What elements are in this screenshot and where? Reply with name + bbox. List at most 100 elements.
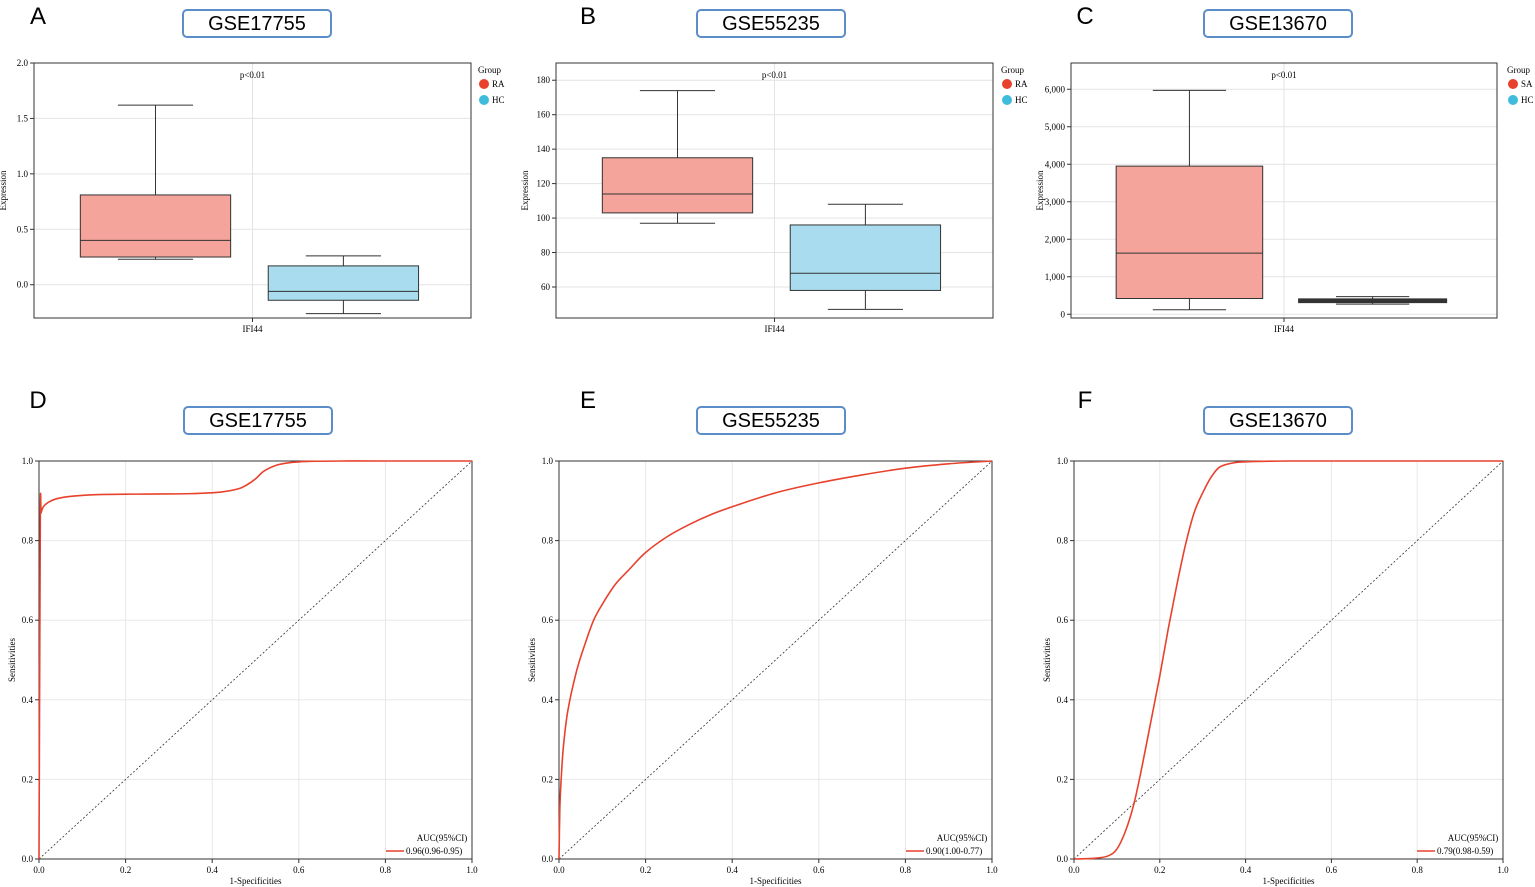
gse-label-box [1203,9,1353,38]
y-tick-label: 0.8 [542,536,554,546]
y-tick-label: 0.2 [542,774,553,784]
panel-letter: C [1076,3,1093,30]
y-tick-label: 0.6 [22,615,34,625]
legend: Group RA HC [478,65,505,105]
x-axis-label: IFI44 [243,324,263,334]
y-tick-label: 0.0 [1057,854,1069,864]
legend: Group RA HC [1001,65,1028,105]
roc-curve [558,460,993,860]
x-tick-label: 0.8 [380,865,392,875]
panel-letter: D [29,387,46,414]
y-tick-label: 0 [1061,309,1066,319]
x-tick-label: 0.4 [1240,865,1252,875]
y-tick-label: 0.2 [1057,774,1068,784]
y-tick-label: 0.4 [22,695,34,705]
y-tick-label: 0.0 [17,280,29,290]
x-axis-label: IFI44 [765,324,785,334]
panel-b: B GSE55235 60 80 100 120 140 160 180 IFI44 Express… [520,3,1028,334]
legend: AUC(95%CI) 0.90(1.00-0.77) [906,833,987,856]
x-tick-label: 1.0 [466,865,478,875]
gse-label: GSE13670 [1229,410,1327,432]
x-tick-label: 0.6 [813,865,825,875]
p-value-annotation: p<0.01 [240,70,265,80]
reference-diagonal [558,460,993,860]
legend: AUC(95%CI) 0.79(0.98-0.59) [1417,833,1498,856]
legend-swatch-ra [479,79,489,89]
gse-label-box [1203,406,1353,435]
p-value-annotation: p<0.01 [1271,70,1296,80]
x-tick-label: 1.0 [986,865,998,875]
y-tick-label: 3,000 [1045,197,1066,207]
x-tick-label: 1.0 [1497,865,1509,875]
y-axis-label: Sensitivities [527,638,537,683]
legend-title: AUC(95%CI) [937,833,988,843]
panel-letter: B [580,3,596,30]
legend-title: Group [1507,65,1530,75]
gse-label-box [183,406,333,435]
x-tick-label: 0.8 [1412,865,1424,875]
gse-label: GSE13670 [1229,13,1327,35]
gse-label: GSE55235 [722,13,820,35]
y-tick-label: 0.6 [542,615,554,625]
y-tick-label: 0.0 [22,854,34,864]
y-tick-label: 1.0 [22,456,34,466]
gse-label: GSE55235 [722,410,820,432]
x-tick-label: 0.8 [900,865,912,875]
x-tick-label: 0.4 [727,865,739,875]
reference-diagonal [38,460,473,860]
y-axis-label: Sensitivities [1042,638,1052,683]
y-tick-label: 80 [541,248,551,258]
legend-label: 0.96(0.96-0.95) [406,846,462,856]
legend-label-hc: HC [1015,95,1028,105]
box-iqr [601,157,754,214]
panel-letter: E [580,387,596,414]
legend-label-hc: HC [1521,95,1534,105]
legend-swatch-hc [1508,95,1518,105]
legend-swatch-ra [1002,79,1012,89]
legend-title: AUC(95%CI) [417,833,468,843]
legend-label-ra: RA [1015,79,1028,89]
box-sa [1115,89,1264,311]
panel-c: C GSE13670 0 1,000 2,000 3,000 4,000 5,000 6,000… [1035,3,1534,334]
y-axis-label: Expression [1035,170,1045,210]
y-tick-label: 1.0 [1057,456,1069,466]
panel-letter: A [30,3,46,30]
x-tick-label: 0.0 [553,865,565,875]
box-ra [79,104,232,260]
x-tick-label: 0.2 [120,865,131,875]
y-tick-label: 6,000 [1045,84,1066,94]
y-tick-label: 2.0 [17,58,29,68]
y-axis-label: Sensitivities [7,638,17,683]
gse-label-box [696,406,846,435]
y-tick-label: 100 [537,213,551,223]
box-hc [1298,296,1448,305]
y-tick-label: 1.5 [17,113,29,123]
box-hc [789,203,942,310]
y-tick-label: 1,000 [1045,272,1066,282]
panel-letter: F [1078,387,1093,414]
panel-e: E GSE55235 0.00.0 0.2 0.2 0.4 0.4 0.6 0.6 0.8 0.8 1… [527,387,998,886]
y-tick-label: 0.2 [22,774,33,784]
legend-title: Group [478,65,501,75]
y-tick-label: 160 [537,110,551,120]
y-tick-label: 5,000 [1045,122,1066,132]
y-tick-label: 0.8 [1057,536,1069,546]
x-axis-label: 1-Specificities [1263,876,1315,886]
p-value-annotation: p<0.01 [762,70,787,80]
gse-label-box [696,9,846,38]
legend-swatch-hc [1002,95,1012,105]
x-tick-label: 0.0 [33,865,45,875]
x-tick-label: 0.2 [1154,865,1165,875]
y-tick-label: 0.0 [542,854,554,864]
legend: Group SA HC [1507,65,1534,105]
box-iqr [267,265,420,301]
y-axis-label: Expression [0,170,8,210]
legend-swatch-sa [1508,79,1518,89]
x-tick-label: 0.4 [207,865,219,875]
x-tick-label: 0.2 [640,865,651,875]
legend-swatch-hc [479,95,489,105]
reference-diagonal [1073,460,1504,860]
legend-label-ra: RA [492,79,505,89]
roc-curve [38,460,472,860]
